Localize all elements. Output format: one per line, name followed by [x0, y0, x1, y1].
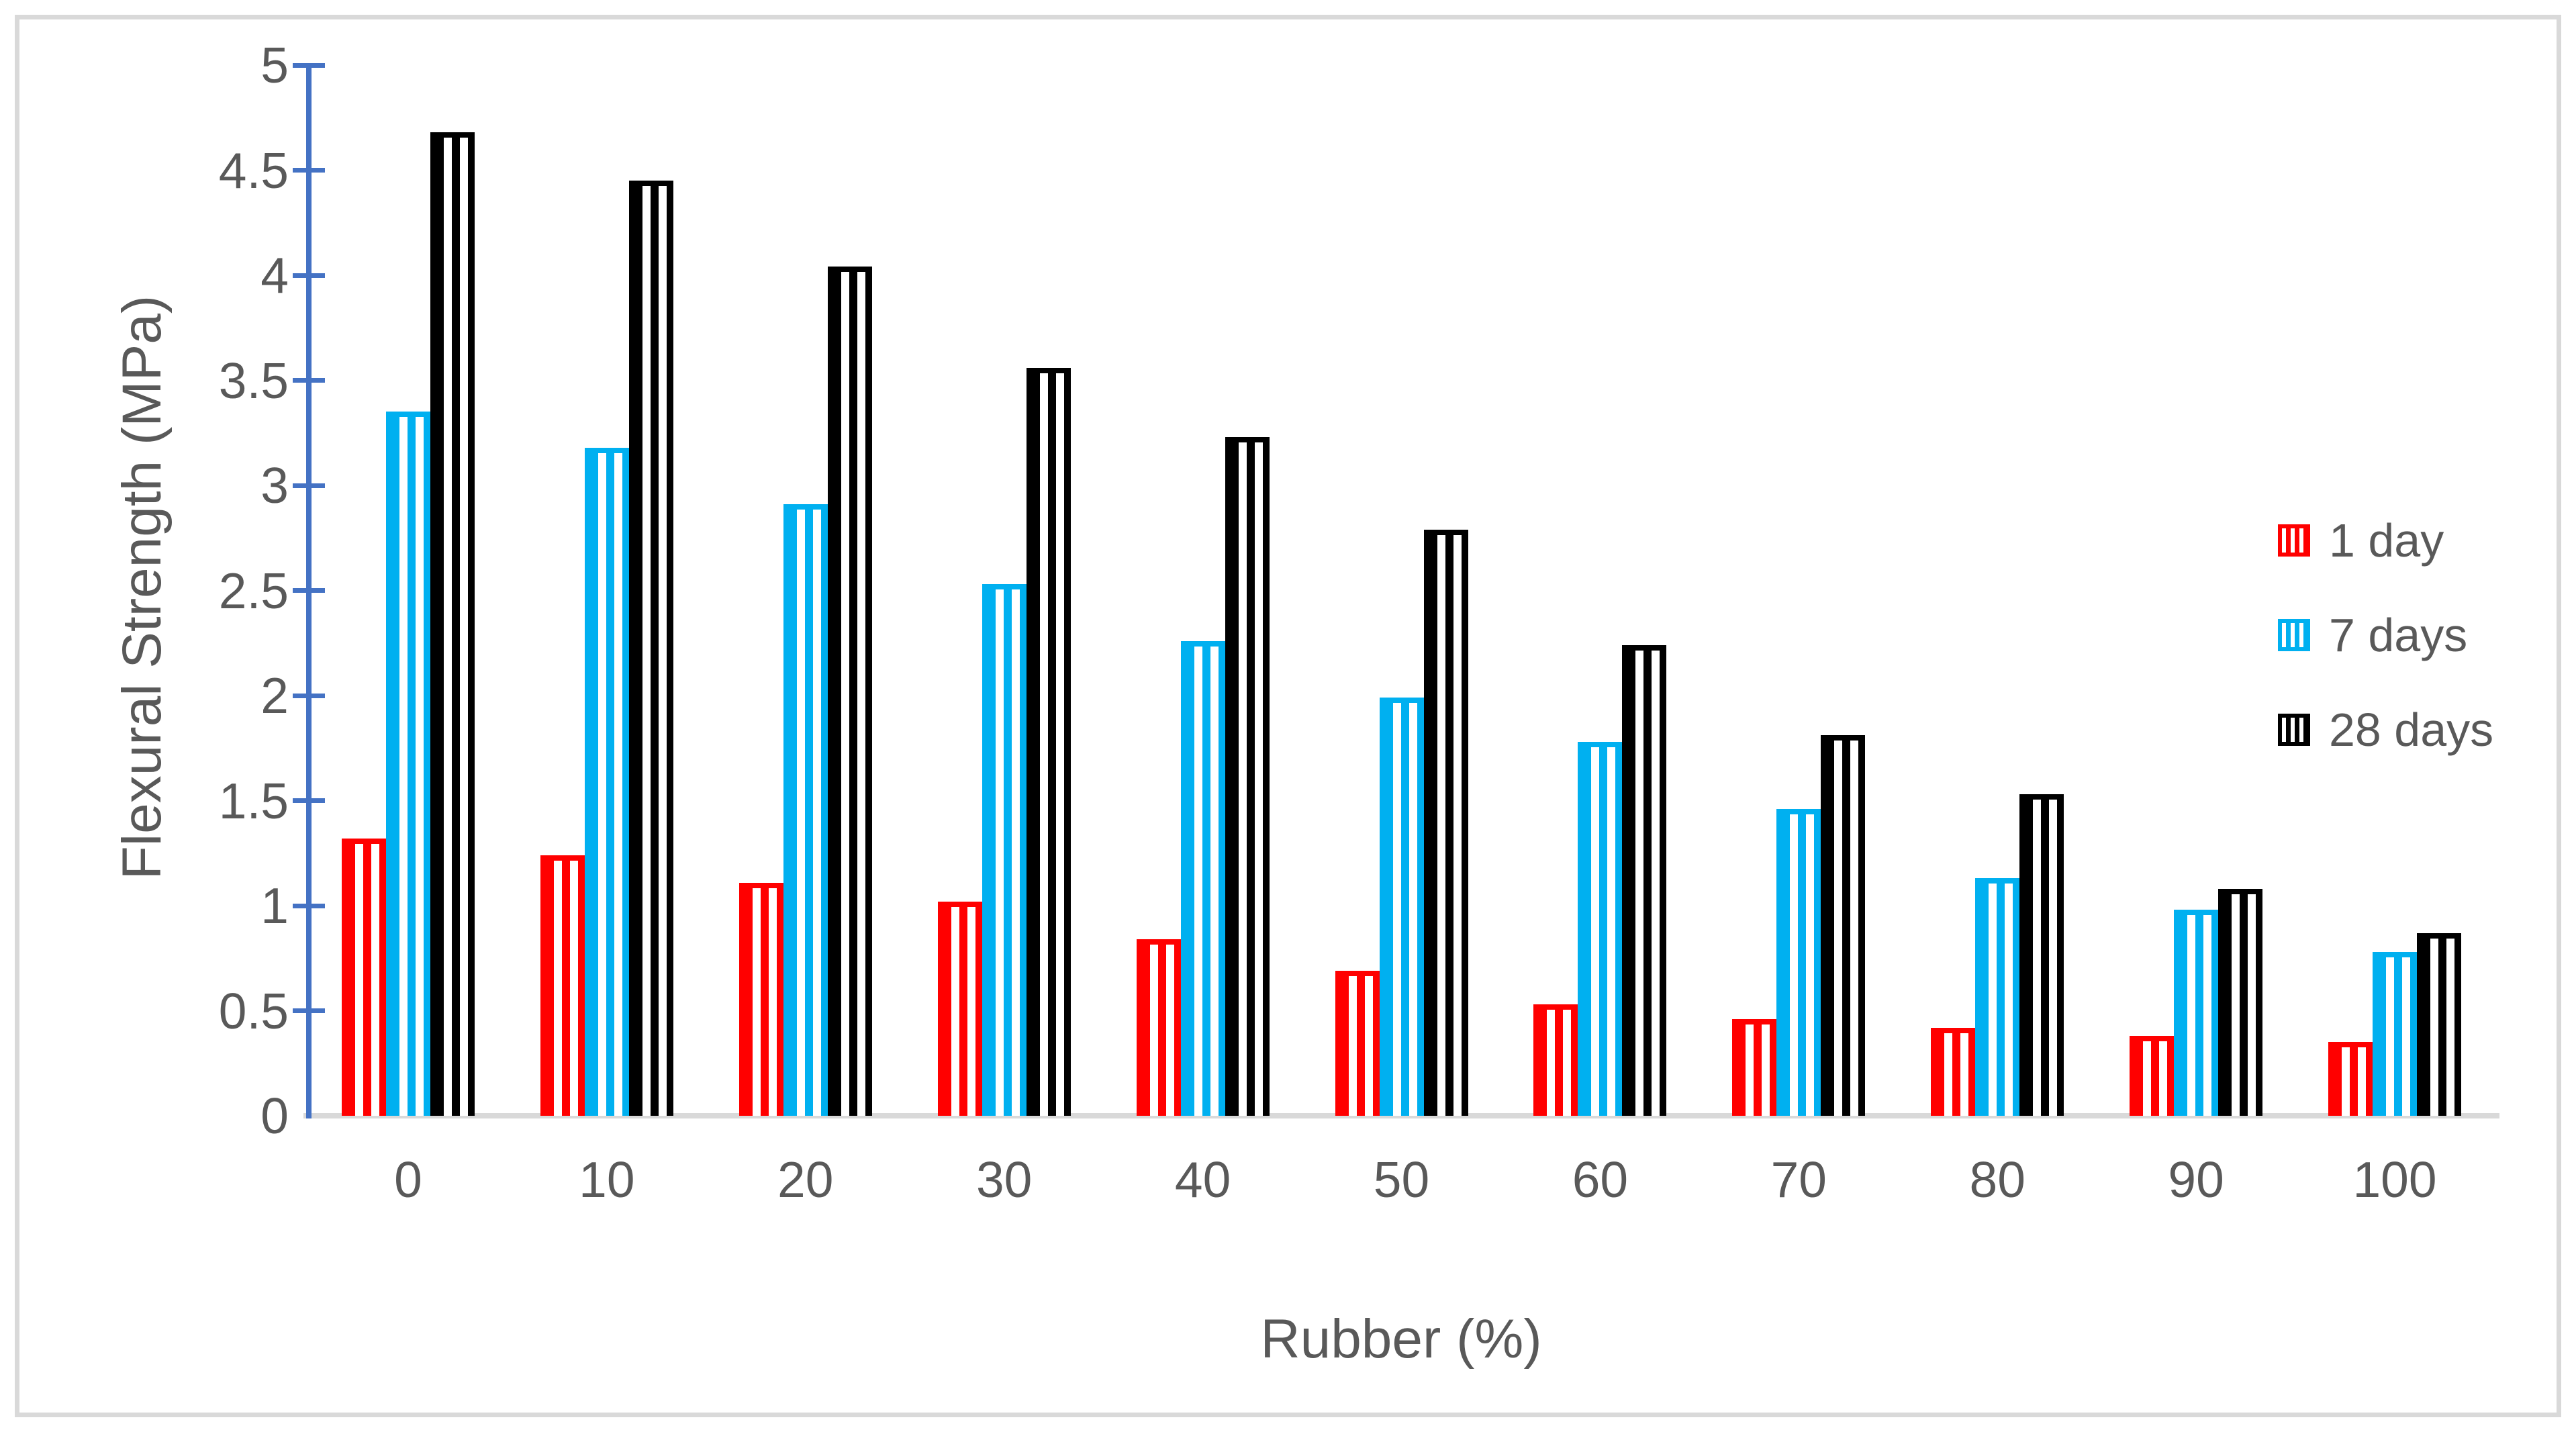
y-tick-label: 4 [260, 247, 289, 303]
bar-1day-rubber90 [2130, 1036, 2175, 1116]
x-category-label: 20 [777, 1151, 834, 1208]
bar-7days-rubber0 [385, 412, 430, 1116]
legend-label-1day: 1 day [2329, 514, 2444, 567]
x-category-label: 10 [579, 1151, 635, 1208]
x-category-label: 90 [2168, 1151, 2224, 1208]
bar-1day-rubber50 [1335, 971, 1380, 1116]
y-axis-tick [293, 62, 325, 68]
bar-28days-rubber0 [430, 132, 475, 1116]
bar-7days-rubber30 [982, 584, 1027, 1116]
y-tick-label: 3 [260, 457, 289, 514]
y-tick-label: 5 [260, 37, 289, 93]
y-tick-label: 0 [260, 1088, 289, 1144]
bar-7days-rubber50 [1379, 698, 1424, 1116]
bar-28days-rubber30 [1026, 367, 1071, 1116]
y-tick-label: 3.5 [218, 352, 289, 409]
bar-7days-rubber10 [584, 447, 629, 1116]
bar-7days-rubber20 [783, 504, 828, 1116]
bar-1day-rubber40 [1136, 939, 1181, 1116]
y-axis-tick [293, 273, 325, 278]
legend-item-28days: 28 days [2278, 706, 2493, 753]
bar-7days-rubber60 [1578, 741, 1623, 1116]
y-axis-tick [293, 168, 325, 173]
x-category-label: 40 [1174, 1151, 1231, 1208]
x-axis-title: Rubber (%) [1260, 1308, 1542, 1370]
y-axis-tick [293, 903, 325, 908]
x-category-label: 100 [2352, 1151, 2437, 1208]
bar-28days-rubber60 [1622, 645, 1667, 1116]
legend-item-7days: 7 days [2278, 612, 2467, 659]
bar-7days-rubber40 [1180, 640, 1225, 1116]
bar-7days-rubber90 [2174, 910, 2219, 1116]
legend-swatch-1day [2278, 524, 2310, 557]
y-axis-tick [293, 588, 325, 593]
legend-swatch-7days [2278, 619, 2310, 651]
bar-1day-rubber100 [2328, 1042, 2373, 1116]
bar-1day-rubber10 [540, 855, 585, 1116]
legend-label-28days: 28 days [2329, 704, 2494, 756]
bar-28days-rubber20 [827, 267, 872, 1116]
legend-item-1day: 1 day [2278, 517, 2444, 564]
x-category-label: 50 [1373, 1151, 1430, 1208]
y-axis-tick [293, 1008, 325, 1013]
bar-28days-rubber80 [2019, 794, 2064, 1116]
bar-1day-rubber30 [937, 901, 982, 1116]
bar-1day-rubber60 [1533, 1004, 1578, 1116]
bar-28days-rubber10 [628, 181, 673, 1116]
bar-7days-rubber80 [1975, 878, 2020, 1116]
bar-1day-rubber0 [341, 838, 386, 1116]
bar-1day-rubber70 [1732, 1019, 1777, 1116]
y-tick-label: 2 [260, 667, 289, 724]
bar-7days-rubber70 [1776, 809, 1821, 1116]
x-category-label: 0 [394, 1151, 422, 1208]
x-category-label: 80 [1969, 1151, 2025, 1208]
y-axis-tick [293, 798, 325, 803]
y-tick-label: 0.5 [218, 982, 289, 1039]
x-category-label: 30 [975, 1151, 1033, 1208]
legend-swatch-28days [2278, 714, 2310, 746]
y-axis-tick [293, 378, 325, 383]
bar-28days-rubber70 [1821, 735, 1866, 1116]
bar-1day-rubber80 [1931, 1027, 1976, 1116]
y-tick-label: 4.5 [218, 142, 289, 199]
y-tick-label: 1.5 [218, 772, 289, 829]
x-category-label: 60 [1572, 1151, 1629, 1208]
bar-7days-rubber100 [2373, 951, 2418, 1116]
y-axis-tick [293, 483, 325, 488]
y-tick-label: 1 [260, 877, 289, 934]
x-axis-line [303, 1113, 2499, 1118]
y-tick-label: 2.5 [218, 562, 289, 619]
bar-28days-rubber100 [2417, 933, 2462, 1116]
legend-label-7days: 7 days [2329, 609, 2468, 661]
x-category-label: 70 [1770, 1151, 1827, 1208]
bar-28days-rubber90 [2218, 888, 2263, 1116]
bar-28days-rubber40 [1225, 437, 1270, 1116]
bar-1day-rubber20 [738, 882, 783, 1116]
y-axis-tick [293, 693, 325, 698]
bar-28days-rubber50 [1423, 529, 1468, 1116]
plot-area [293, 62, 2499, 1118]
